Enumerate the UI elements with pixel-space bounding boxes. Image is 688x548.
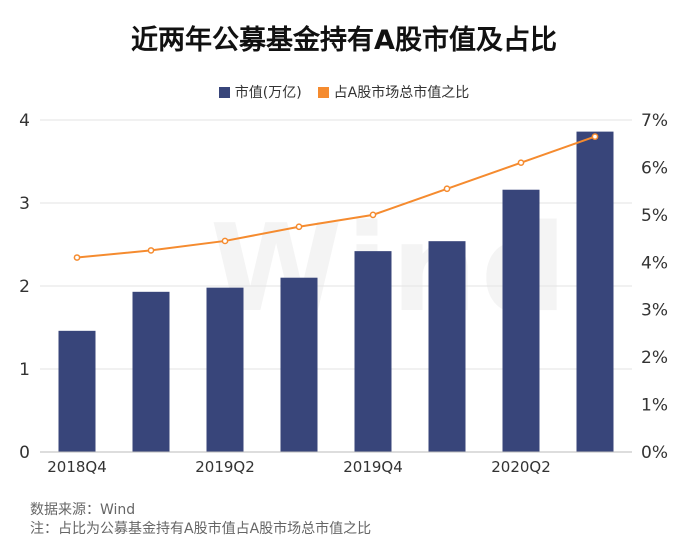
line-point-2019Q2 [221, 237, 229, 245]
x-tick-label: 2019Q2 [195, 458, 255, 476]
bar-2020Q2 [502, 189, 540, 452]
bar-2019Q4 [354, 251, 392, 452]
y-right-tick-label: 6% [641, 158, 668, 178]
source-note: 数据来源：Wind [30, 502, 136, 518]
legend: 市值(万亿) 占A股市场总市值之比 [0, 82, 688, 102]
line-series-ratio [76, 135, 596, 259]
line-point-2019Q1 [147, 247, 155, 254]
y-left-tick-label: 3 [19, 194, 30, 214]
legend-swatch-line [317, 86, 329, 98]
y-right-tick-label: 1% [641, 396, 668, 416]
y-right-tick-label: 2% [641, 348, 668, 368]
y-left-tick-label: 1 [19, 360, 30, 380]
legend-item-line: 占A股市场总市值之比 [317, 82, 470, 102]
line-point-2020Q2 [517, 159, 525, 167]
legend-label-line: 占A股市场总市值之比 [333, 85, 470, 101]
line-point-2018Q4 [73, 254, 81, 261]
y-right-tick-label: 5% [641, 206, 668, 226]
y-right-tick-label: 4% [641, 253, 668, 273]
bar-2020Q3 [576, 131, 614, 452]
y-left-tick-label: 0 [19, 443, 30, 463]
x-tick-label: 2019Q4 [343, 458, 403, 476]
bar-2019Q2 [206, 287, 244, 452]
line-point-2019Q3 [295, 223, 303, 231]
footnote: 注：占比为公募基金持有A股市值占A股市场总市值之比 [30, 521, 372, 537]
y-left-tick-label: 4 [19, 111, 30, 131]
y-left-tick-label: 2 [19, 277, 30, 297]
line-point-2019Q4 [369, 211, 377, 219]
x-tick-label: 2018Q4 [47, 458, 107, 476]
legend-item-bar: 市值(万亿) [218, 82, 302, 102]
line-point-2020Q1 [443, 185, 451, 193]
legend-label-bar: 市值(万亿) [234, 85, 302, 101]
y-right-tick-label: 0% [641, 443, 668, 463]
chart-title: 近两年公募基金持有A股市值及占比 [131, 25, 557, 56]
bar-2019Q1 [132, 291, 170, 452]
bar-2018Q4 [58, 330, 96, 452]
y-right-tick-label: 3% [641, 301, 668, 321]
legend-swatch-bar [218, 86, 230, 98]
bar-2020Q1 [428, 241, 466, 452]
x-tick-label: 2020Q2 [491, 458, 551, 476]
y-right-tick-label: 7% [641, 111, 668, 131]
line-point-2020Q3 [591, 133, 599, 140]
bar-2019Q3 [280, 277, 318, 452]
